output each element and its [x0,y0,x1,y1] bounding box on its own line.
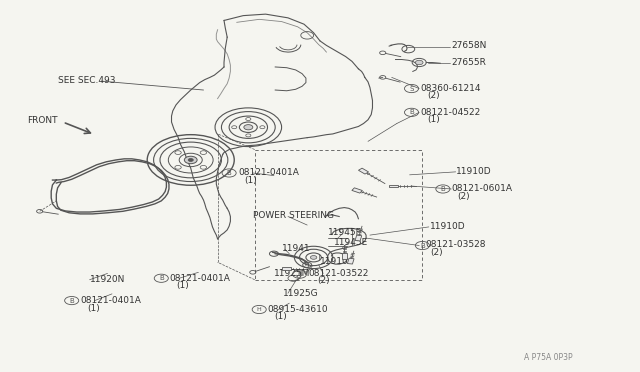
Polygon shape [342,253,347,259]
Text: 27655R: 27655R [451,58,486,67]
Text: 08121-0401A: 08121-0401A [238,168,299,177]
Text: B: B [69,298,74,304]
Text: B: B [409,109,414,115]
Polygon shape [352,188,362,193]
Text: B: B [159,275,164,281]
Text: 11910D: 11910D [430,222,466,231]
Text: (1): (1) [428,115,440,124]
Text: 08121-03522: 08121-03522 [308,269,369,278]
Text: B: B [297,271,302,277]
Text: 08121-0401A: 08121-0401A [81,296,141,305]
Text: 08121-0601A: 08121-0601A [451,185,512,193]
Text: 11945E: 11945E [334,238,369,247]
Text: 11910D: 11910D [456,167,492,176]
Text: (1): (1) [244,176,257,185]
Text: (1): (1) [176,281,189,290]
Polygon shape [355,235,362,241]
Text: (1): (1) [87,304,100,312]
Text: 08121-04522: 08121-04522 [420,108,481,117]
Text: H: H [257,307,262,312]
Text: 11920N: 11920N [90,275,125,284]
Text: 08915-43610: 08915-43610 [268,305,328,314]
Polygon shape [358,168,369,174]
Text: POWER STEERING: POWER STEERING [253,211,335,220]
Text: (2): (2) [317,276,330,285]
Text: S: S [410,86,413,92]
Text: (2): (2) [430,248,443,257]
Text: 08121-03528: 08121-03528 [426,240,486,249]
Circle shape [188,158,193,161]
Text: B: B [420,243,425,248]
Text: 11941: 11941 [282,244,310,253]
Text: (2): (2) [458,192,470,201]
Text: (2): (2) [428,92,440,100]
Text: B: B [227,170,232,176]
Polygon shape [282,267,291,270]
Text: 08360-61214: 08360-61214 [420,84,481,93]
Circle shape [310,256,317,259]
Circle shape [415,60,423,65]
Text: 08121-0401A: 08121-0401A [170,274,230,283]
Text: 11910: 11910 [320,257,349,266]
Circle shape [184,156,197,164]
Text: 11945F: 11945F [328,228,362,237]
Circle shape [244,125,253,130]
Text: SEE SEC.493: SEE SEC.493 [58,76,115,85]
Text: 27658N: 27658N [451,41,486,50]
Text: (1): (1) [274,312,287,321]
Text: B: B [440,186,445,192]
Polygon shape [389,185,398,187]
Polygon shape [348,258,354,264]
Text: FRONT: FRONT [27,116,58,125]
Text: A P75A 0P3P: A P75A 0P3P [524,353,572,362]
Text: 11925G: 11925G [283,289,319,298]
Text: 11925M: 11925M [274,269,310,278]
